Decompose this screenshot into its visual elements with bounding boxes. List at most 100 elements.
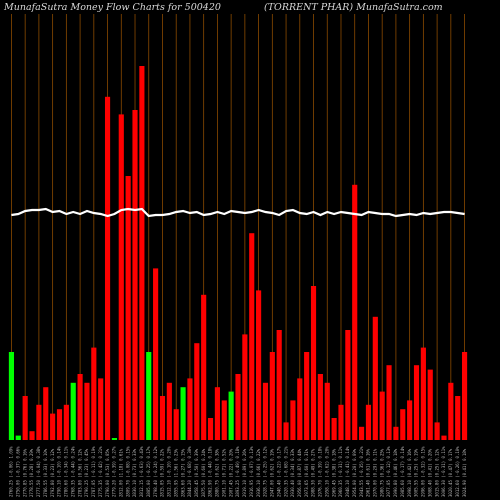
money-flow-bar <box>43 387 49 440</box>
money-flow-bar <box>15 435 21 440</box>
money-flow-bar <box>407 400 413 440</box>
x-tick-label: 2779.20 (-0.39) 0.27% <box>112 446 117 497</box>
money-flow-bar <box>338 404 344 440</box>
x-tick-label: 2777.50 (-0.04) 0.38% <box>36 446 41 497</box>
x-tick-label: 2770.85 (0.76) 0.16% <box>22 448 27 497</box>
money-flow-bar <box>331 418 337 440</box>
x-tick-label: 2907.45 (0.22) 0.20% <box>228 448 233 497</box>
money-flow-bar <box>359 426 365 440</box>
money-flow-bar <box>221 400 227 440</box>
money-flow-bar <box>146 352 152 440</box>
money-flow-bar <box>180 387 186 440</box>
money-flow-bar <box>187 378 193 440</box>
chart-title-left: MunafaSutra Money Flow Charts for 500420 <box>3 2 221 13</box>
x-tick-label: 2875.50 (0.60) 0.24% <box>201 448 206 497</box>
money-flow-bar <box>139 66 145 440</box>
money-flow-bar <box>201 294 207 440</box>
money-flow-bar <box>310 286 317 440</box>
x-tick-label: 2947.00 (0.62) 0.19% <box>270 448 275 497</box>
x-tick-label: 3024.90 (0.41) 0.18% <box>462 448 467 497</box>
money-flow-bar <box>194 343 200 440</box>
x-tick-label: 3015.80 (0.25) 0.12% <box>434 448 439 497</box>
bars-layer <box>8 66 468 441</box>
x-tick-label: 3012.60 (-0.26) 0.10% <box>455 446 460 497</box>
x-tick-label: 2778.55 (0.28) 0.29% <box>29 448 34 497</box>
x-tick-label: 2812.00 (1.18) 0.61% <box>118 448 123 497</box>
x-tick-labels: 2760.25 (-0.06) 1.09% 2750.00 (-0.37) 0.6… <box>9 446 467 497</box>
money-flow-bar <box>63 404 69 440</box>
x-tick-label: 2790.25 (0.23) 0.45% <box>84 448 89 497</box>
x-tick-label: 2928.75 (-0.25) 0.12% <box>263 446 268 497</box>
money-flow-bar <box>153 268 159 440</box>
money-flow-bar <box>434 422 440 440</box>
x-tick-label: 2805.00 (-0.25) 0.17% <box>146 446 151 497</box>
x-tick-label: 2786.55 (0.33) 0.10% <box>43 448 48 497</box>
x-tick-label: 2787.05 (-0.11) 0.19% <box>91 446 96 497</box>
money-flow-bar <box>111 438 117 440</box>
money-flow-bar <box>104 96 111 441</box>
x-tick-label: 2996.00 (-0.32) 0.15% <box>421 446 426 497</box>
money-flow-bar <box>317 374 323 440</box>
x-tick-label: 2958.10 (-0.62) 0.20% <box>324 446 329 497</box>
x-tick-label: 2893.25 (-0.49) 0.18% <box>235 446 240 497</box>
x-tick-label: 2976.70 (-0.39) 0.18% <box>318 446 323 497</box>
money-flow-bar <box>235 374 241 440</box>
x-tick-label: 2855.95 (1.56) 0.23% <box>173 448 178 497</box>
money-flow-bar <box>420 347 426 440</box>
money-flow-bar <box>173 409 179 440</box>
x-tick-label: 2815.05 (0.59) 0.22% <box>160 448 165 497</box>
x-tick-label: 2977.05 (-0.12) 0.13% <box>386 446 391 497</box>
money-flow-bar <box>70 382 76 440</box>
money-flow-bar <box>132 110 138 440</box>
money-flow-bar <box>304 352 310 440</box>
money-flow-bar <box>207 418 214 440</box>
money-flow-bar <box>36 404 42 440</box>
x-tick-label: 2792.80 (0.23) 0.12% <box>50 448 55 497</box>
x-tick-label: 2948.10 (-0.41) 0.14% <box>345 446 350 497</box>
x-tick-label: 3020.45 (0.47) 0.17% <box>448 448 453 497</box>
x-tick-label: 3006.30 (-0.31) 0.11% <box>441 446 446 497</box>
money-flow-bar <box>393 426 399 440</box>
x-tick-label: 2760.25 (-0.06) 1.09% <box>9 446 14 497</box>
x-tick-label: 2985.60 (-0.17) 0.14% <box>400 446 405 497</box>
x-tick-label: 2862.90 (-0.44) 0.18% <box>208 446 213 497</box>
x-tick-label: 2809.70 (-0.08) 0.15% <box>125 446 130 497</box>
x-tick-label: 2920.35 (-0.68) 0.21% <box>283 446 288 497</box>
chart-title-right: (TORRENT PHAR) MunafaSutra.com <box>264 2 443 13</box>
x-tick-label: 2863.60 (0.27) 0.15% <box>180 448 185 497</box>
x-tick-label: 2969.45 (0.38) 0.18% <box>331 448 336 497</box>
x-tick-label: 2960.35 (-0.31) 0.11% <box>338 446 343 497</box>
x-tick-label: 2961.40 (0.61) 0.16% <box>366 448 371 497</box>
money-flow-bar <box>441 435 447 440</box>
x-tick-label: 2830.10 (0.73) 0.33% <box>132 448 137 497</box>
x-tick-label: 2768.35 (-0.44) 0.24% <box>70 446 75 497</box>
money-flow-bar <box>228 391 234 440</box>
money-flow-bar <box>8 352 15 440</box>
x-tick-label: 2798.40 (-0.24) 0.12% <box>153 446 158 497</box>
x-tick-label: 2858.45 (0.50) 0.39% <box>194 448 199 497</box>
money-flow-bar <box>324 382 330 440</box>
money-flow-bar <box>242 334 248 440</box>
money-flow-bar <box>98 378 104 440</box>
x-tick-label: 2988.30 (0.49) 0.27% <box>311 448 316 497</box>
x-tick-label: 2930.40 (0.34) 0.33% <box>290 448 295 497</box>
x-tick-label: 2812.10 (-0.10) 0.20% <box>167 446 172 497</box>
money-flow-bar <box>372 316 378 440</box>
money-flow-bar <box>125 176 131 440</box>
money-flow-bar <box>269 352 275 440</box>
x-tick-label: 2970.00 (0.29) 0.11% <box>373 448 378 497</box>
x-tick-label: 2990.80 (0.46) 0.18% <box>393 448 398 497</box>
money-flow-bar <box>84 382 90 440</box>
money-flow-bar <box>400 409 406 440</box>
x-tick-label: 2844.20 (-0.68) 0.30% <box>187 446 192 497</box>
x-tick-label: 2775.35 (-0.42) 0.21% <box>98 446 103 497</box>
money-flow-bar <box>256 290 262 440</box>
x-tick-label: 2973.65 (0.60) 0.31% <box>304 448 309 497</box>
money-flow-bar <box>56 409 63 440</box>
money-flow-bar <box>413 365 420 440</box>
money-flow-bar <box>276 330 282 440</box>
x-tick-label: 2954.00 (0.20) 0.09% <box>352 448 357 497</box>
money-flow-bar <box>297 378 303 440</box>
x-tick-label: 2998.10 (0.42) 0.16% <box>407 448 412 497</box>
